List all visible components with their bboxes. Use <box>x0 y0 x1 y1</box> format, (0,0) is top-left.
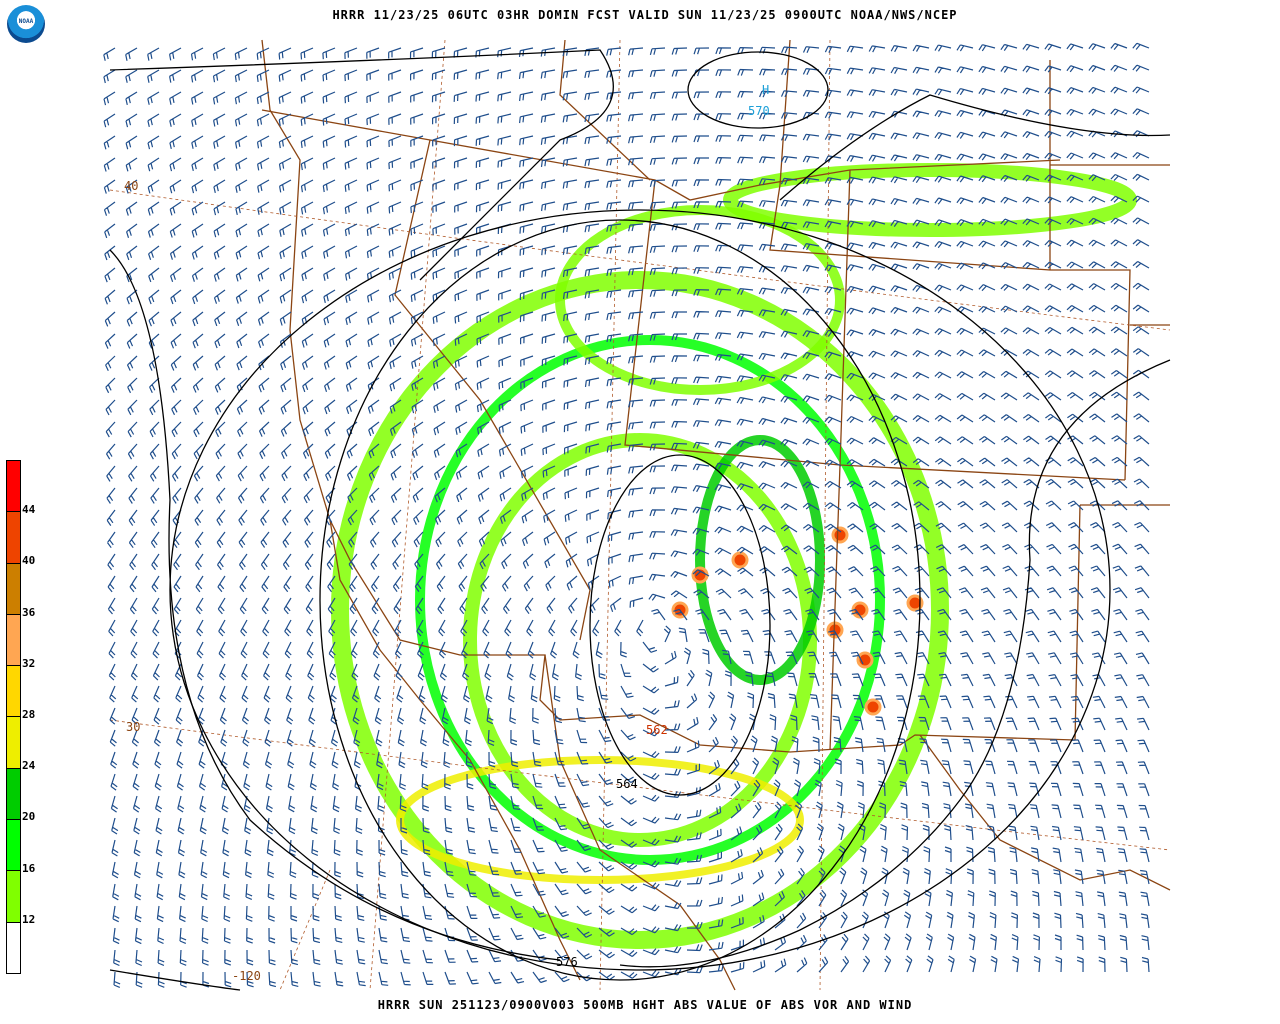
vorticity-maximum <box>856 651 874 669</box>
colorbar-segment <box>7 717 20 769</box>
colorbar-segment <box>7 768 20 821</box>
colorbar <box>6 460 21 974</box>
vorticity-maximum <box>731 551 749 569</box>
latitude-label-40: 40 <box>124 179 138 193</box>
state-borders <box>261 39 1171 991</box>
vorticity-maximum <box>691 566 709 584</box>
vorticity-label-562: 562 <box>646 723 668 737</box>
colorbar-tick: 24 <box>22 759 36 773</box>
vorticity-maximum <box>831 526 849 544</box>
colorbar-tick: 32 <box>22 656 36 670</box>
colorbar-tick: 40 <box>22 554 36 568</box>
colorbar-segment <box>7 922 20 973</box>
colorbar-segment <box>7 820 20 872</box>
vorticity-shading <box>331 163 1137 949</box>
colorbar-segment <box>7 614 20 667</box>
colorbar-segment <box>7 461 20 513</box>
contour-label-570: 570 <box>748 104 770 118</box>
colorbar-segment <box>7 666 20 718</box>
colorbar-tick: 20 <box>22 810 36 824</box>
vorticity-band <box>555 205 845 395</box>
noaa-logo: NOAA <box>7 5 45 43</box>
colorbar-tick: 16 <box>22 861 36 875</box>
chart-caption: HRRR SUN 251123/0900V003 500MB HGHT ABS … <box>377 998 913 1012</box>
vorticity-maximum <box>864 698 882 716</box>
latitude-label-30: 30 <box>126 720 140 734</box>
colorbar-segment <box>7 563 20 615</box>
colorbar-tick: 12 <box>22 912 36 926</box>
colorbar-tick: 44 <box>22 503 36 517</box>
vorticity-band <box>723 163 1137 237</box>
noaa-logo-text: NOAA <box>18 18 34 25</box>
colorbar-segment <box>7 512 20 564</box>
colorbar-tick: 28 <box>22 708 36 721</box>
longitude-label-120: -120 <box>232 969 261 983</box>
contour-label-564: 564 <box>616 777 638 791</box>
chart-title: HRRR 11/23/25 06UTC 03HR DOMIN FCST VALI… <box>332 8 958 22</box>
vorticity-band <box>695 435 825 685</box>
colorbar-segment <box>7 871 20 923</box>
vorticity-band <box>396 756 804 884</box>
colorbar-tick: 36 <box>22 605 36 619</box>
vorticity-maximum <box>906 594 924 612</box>
height-contours <box>109 49 1171 991</box>
contour-label-576: 576 <box>556 955 578 969</box>
high-pressure-marker: H <box>762 83 769 97</box>
